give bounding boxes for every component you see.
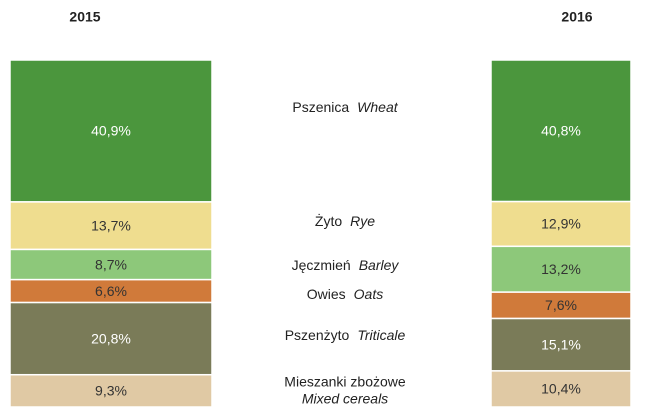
category-name: Żyto [315, 212, 342, 229]
category-label: Żyto Rye [315, 212, 375, 229]
bar-segment [490, 370, 632, 407]
value-label: 20,8% [91, 330, 131, 346]
year-label: 2016 [561, 9, 592, 25]
value-label: 8,7% [95, 256, 127, 272]
category-name-en: Rye [350, 213, 375, 229]
value-label: 13,2% [541, 261, 581, 277]
value-label: 15,1% [541, 336, 581, 352]
value-label: 12,9% [541, 216, 581, 232]
category-name-en: Barley [359, 257, 400, 273]
category-label-en: Mixed cereals [302, 391, 388, 407]
category-name: Pszenżyto [285, 327, 350, 343]
category-name: Jęczmień [292, 257, 351, 273]
value-label: 9,3% [95, 383, 127, 399]
bar-segment [9, 373, 213, 407]
value-label: 10,4% [541, 381, 581, 397]
category-label: Jęczmień Barley [292, 257, 400, 273]
bar-segment [490, 291, 632, 320]
bar-segment [9, 201, 213, 251]
value-label: 6,6% [95, 283, 127, 299]
category-name-en: Wheat [357, 99, 399, 115]
category-label: Pszenżyto Triticale [285, 327, 406, 343]
category-label: Owies Oats [307, 286, 383, 302]
category-name-en: Oats [354, 286, 384, 302]
category-name-en: Triticale [357, 327, 405, 343]
value-label: 40,8% [541, 122, 581, 138]
year-label: 2015 [69, 9, 100, 25]
category-name: Owies [307, 286, 346, 302]
bar-segment [490, 200, 632, 248]
value-label: 7,6% [545, 297, 577, 313]
category-name: Pszenica [292, 99, 349, 115]
bar-segment [490, 245, 632, 293]
bar-segment [9, 59, 213, 203]
category-label: Mieszanki zbożowe [284, 374, 406, 390]
bar-segment [490, 59, 632, 203]
value-label: 13,7% [91, 217, 131, 233]
category-label: Pszenica Wheat [292, 99, 398, 115]
value-label: 40,9% [91, 123, 131, 139]
